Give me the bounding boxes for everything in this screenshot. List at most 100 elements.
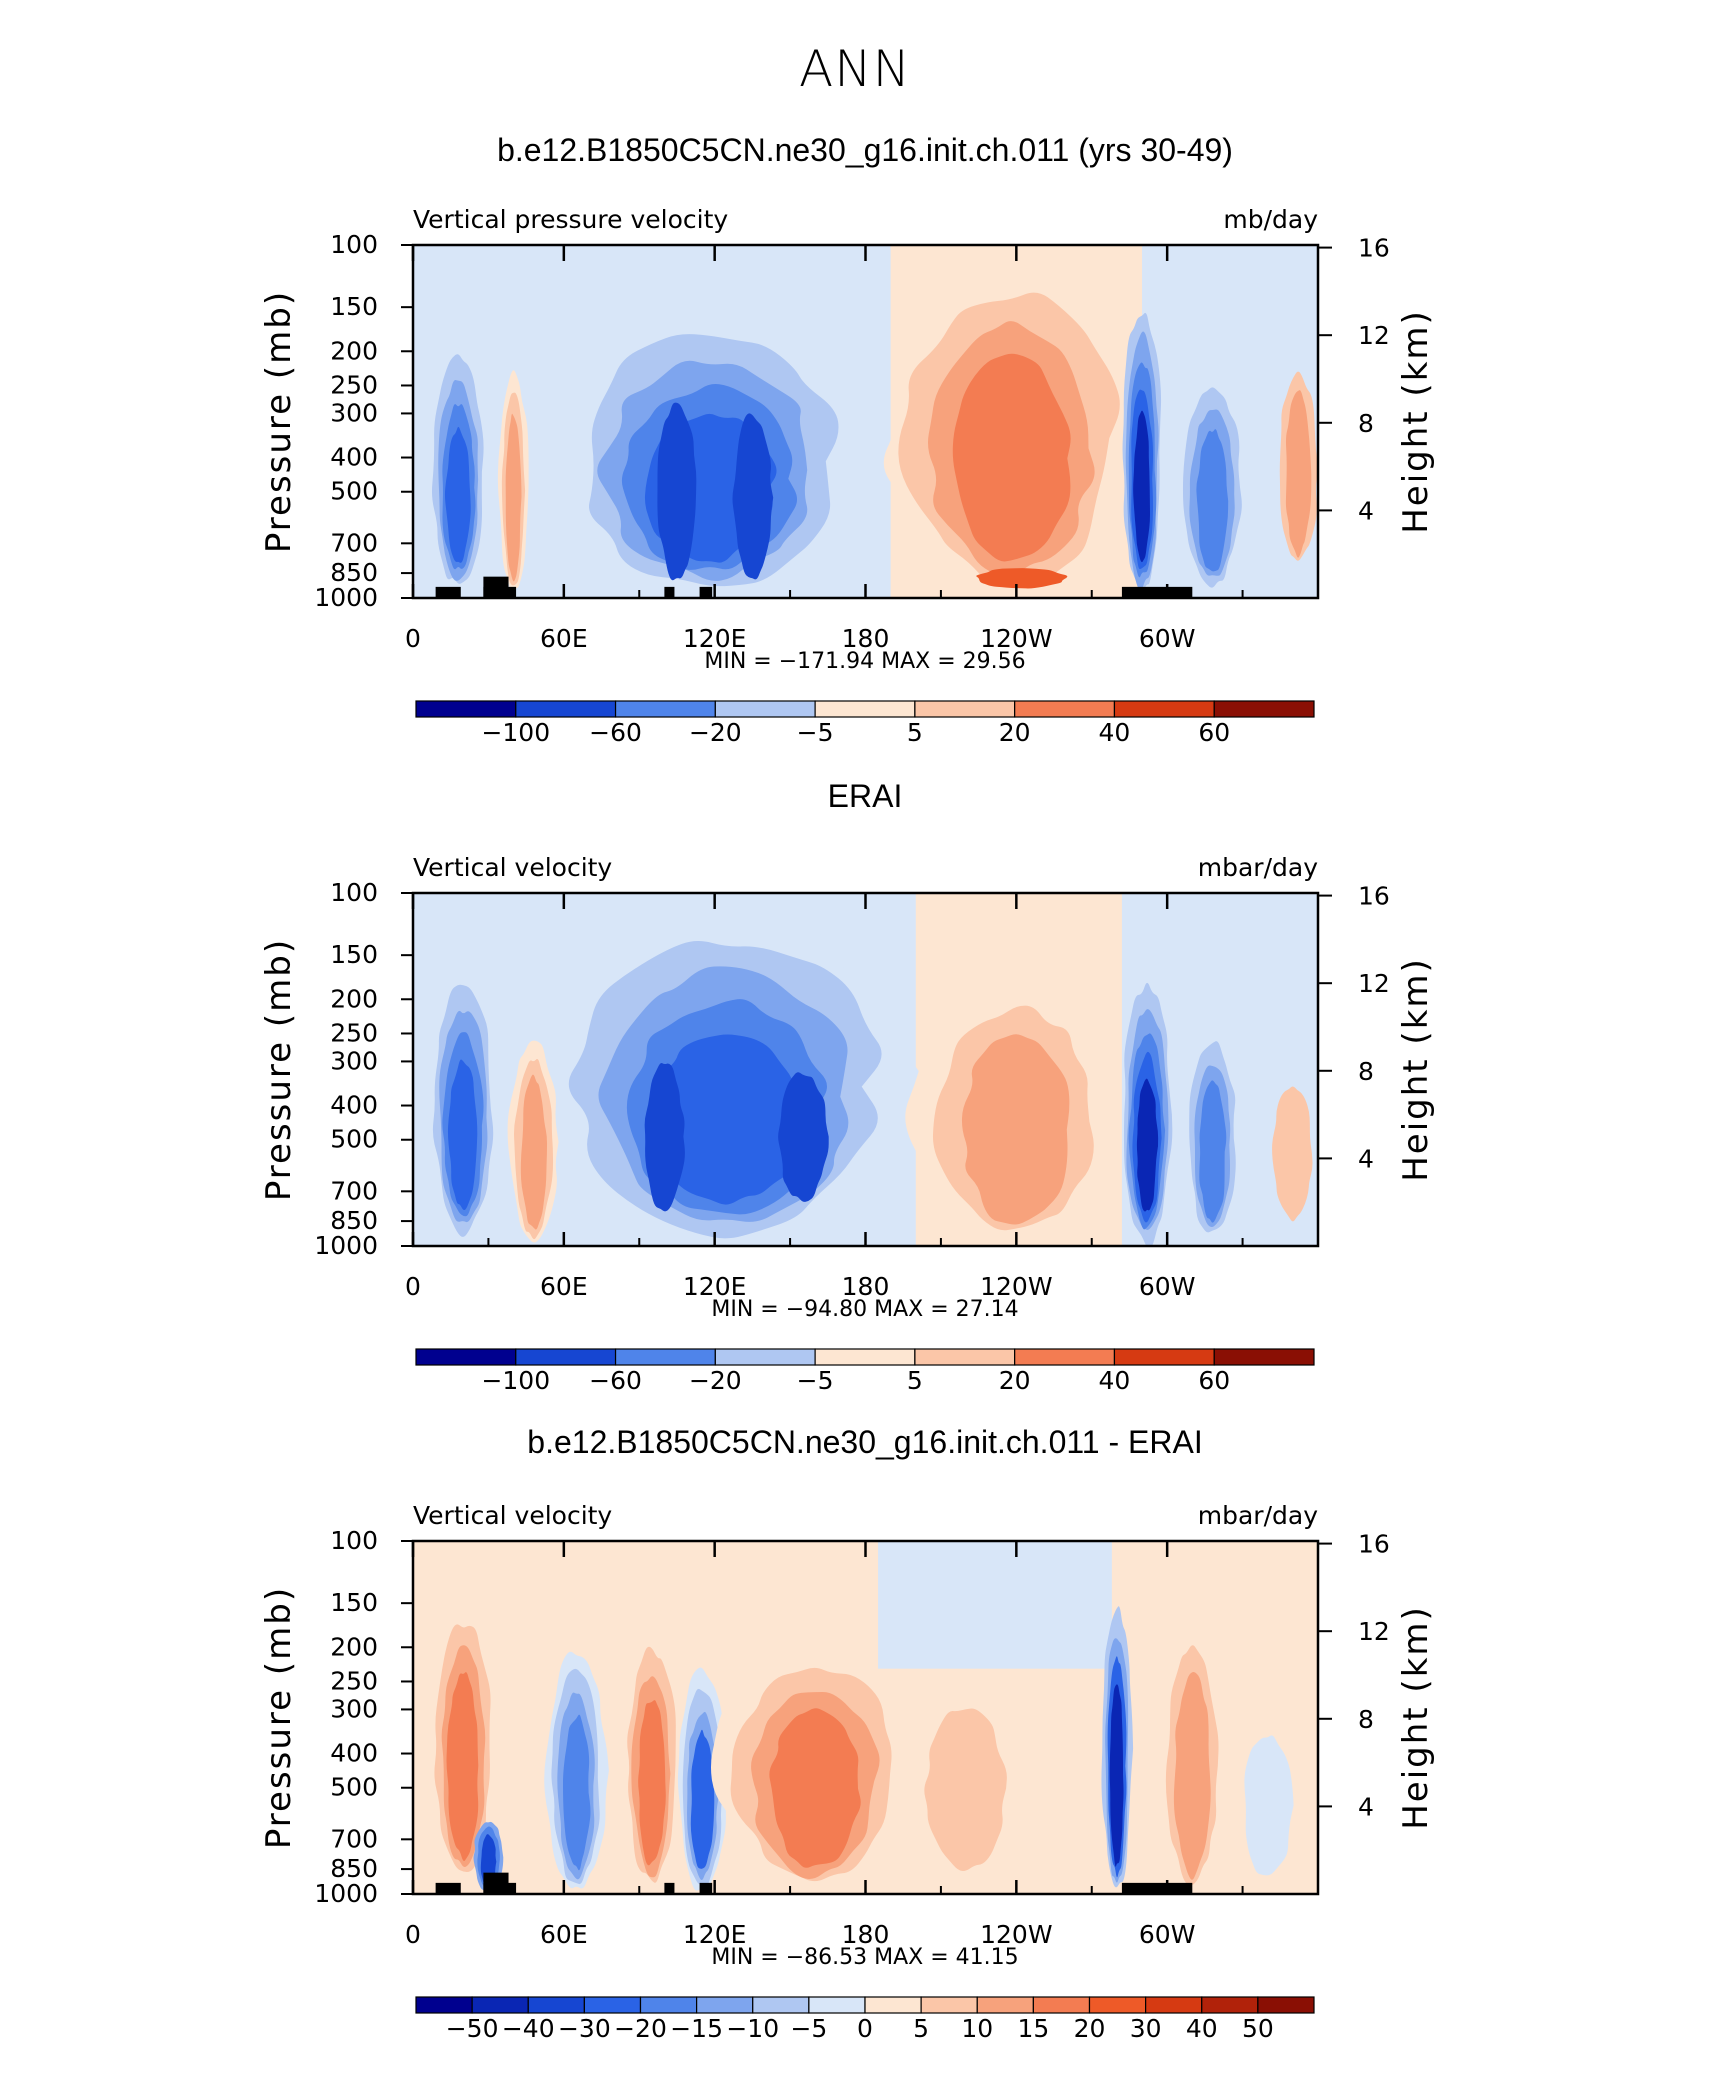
contour-region — [1173, 1672, 1211, 1880]
variable-label: Vertical pressure velocity — [413, 205, 728, 234]
panel-1: Vertical pressure velocity mb/day 100 150 20… — [259, 205, 1436, 747]
colorbar-box — [527, 1996, 585, 2014]
lon-tick-label: 120E — [683, 624, 747, 653]
lon-tick-label: 60E — [540, 624, 588, 653]
pressure-tick-label: 500 — [330, 1125, 378, 1154]
colorbar-label: 40 — [1099, 1366, 1131, 1395]
contour-region — [562, 1714, 591, 1871]
pressure-tick-label: 400 — [330, 443, 378, 472]
y2-axis-label: Height (km) — [1396, 957, 1436, 1182]
colorbar-label: 60 — [1198, 718, 1230, 747]
contour-region — [1285, 390, 1312, 558]
band — [878, 1541, 1112, 1669]
panel-2-title: ERAI — [827, 778, 903, 814]
contour-region — [1272, 1086, 1313, 1222]
colorbar-box — [1213, 700, 1315, 718]
y2-axis-label: Height (km) — [1396, 309, 1436, 534]
colorbar-box — [814, 700, 916, 718]
colorbar-box — [864, 1996, 922, 2014]
pressure-tick-label: 200 — [330, 1632, 378, 1661]
variable-label: Vertical velocity — [413, 1501, 612, 1530]
topography-mask — [664, 586, 675, 598]
contour-field — [427, 245, 1318, 598]
y2-axis-label: Height (km) — [1396, 1605, 1436, 1830]
panel-1-title: b.e12.B1850C5CN.ne30_g16.init.ch.011 (yr… — [497, 132, 1233, 168]
colorbar-label: −30 — [558, 2014, 611, 2043]
panel-3-title: b.e12.B1850C5CN.ne30_g16.init.ch.011 - E… — [527, 1424, 1203, 1460]
lon-tick-label: 60W — [1139, 1920, 1196, 1949]
colorbar-label: 5 — [913, 2014, 929, 2043]
lon-tick-label: 60W — [1139, 624, 1196, 653]
pressure-tick-label: 500 — [330, 477, 378, 506]
units-label: mb/day — [1223, 205, 1318, 234]
colorbar-box — [696, 1996, 754, 2014]
colorbar-label: −50 — [446, 2014, 499, 2043]
lon-tick-label: 120W — [980, 624, 1052, 653]
pressure-tick-label: 150 — [330, 940, 378, 969]
lon-tick-label: 120W — [980, 1920, 1052, 1949]
height-tick-label: 12 — [1358, 969, 1390, 998]
pressure-tick-label: 1000 — [314, 1231, 378, 1260]
colorbar-label: −60 — [589, 718, 642, 747]
pressure-tick-label: 300 — [330, 1046, 378, 1075]
height-tick-label: 8 — [1358, 1705, 1374, 1734]
field-background — [413, 245, 1318, 598]
pressure-tick-label: 700 — [330, 1176, 378, 1205]
figure-title: ANN — [798, 40, 911, 98]
contour-field — [428, 1541, 1294, 1894]
pressure-tick-label: 700 — [330, 1824, 378, 1853]
contour-region — [1136, 1078, 1159, 1212]
pressure-tick-label: 300 — [330, 398, 378, 427]
height-tick-label: 12 — [1358, 1617, 1390, 1646]
colorbar-label: −20 — [689, 1366, 742, 1395]
units-label: mbar/day — [1198, 853, 1318, 882]
pressure-tick-label: 1000 — [314, 1879, 378, 1908]
pressure-tick-label: 250 — [330, 370, 378, 399]
lon-tick-label: 180 — [842, 624, 890, 653]
colorbar-label: 20 — [999, 1366, 1031, 1395]
colorbar-label: 20 — [999, 718, 1031, 747]
height-tick-label: 12 — [1358, 321, 1390, 350]
contour-region — [520, 1074, 548, 1230]
colorbar-box — [1032, 1996, 1091, 2014]
lon-tick-label: 120E — [683, 1272, 747, 1301]
colorbar-box — [714, 1348, 816, 1366]
colorbar-label: 5 — [907, 718, 923, 747]
lon-tick-label: 120E — [683, 1920, 747, 1949]
contour-region — [1244, 1735, 1294, 1876]
contour-region — [644, 1062, 685, 1212]
pressure-tick-label: 300 — [330, 1694, 378, 1723]
pressure-tick-label: 150 — [330, 1588, 378, 1617]
colorbar-box — [1257, 1996, 1315, 2014]
colorbar-box — [614, 700, 716, 718]
lon-tick-label: 180 — [842, 1272, 890, 1301]
lon-tick-label: 60E — [540, 1272, 588, 1301]
height-tick-label: 16 — [1358, 234, 1390, 263]
height-tick-label: 16 — [1358, 1530, 1390, 1559]
colorbar-box — [415, 1996, 473, 2014]
lon-tick-label: 120W — [980, 1272, 1052, 1301]
pressure-tick-label: 850 — [330, 558, 378, 587]
colorbar-label: 50 — [1242, 2014, 1274, 2043]
colorbar-label: −5 — [797, 1366, 834, 1395]
colorbar-box — [583, 1996, 642, 2014]
topography-mask — [699, 586, 713, 598]
units-label: mbar/day — [1198, 1501, 1318, 1530]
pressure-tick-label: 200 — [330, 984, 378, 1013]
contour-region — [505, 413, 522, 582]
pressure-tick-label: 850 — [330, 1854, 378, 1883]
panel-3: Vertical velocity mbar/day100150200250300… — [259, 1501, 1436, 2043]
contour-region — [444, 426, 471, 563]
colorbar-label: 30 — [1130, 2014, 1162, 2043]
colorbar-box — [614, 1348, 716, 1366]
topography-mask — [435, 1882, 461, 1894]
colorbar-box — [752, 1996, 810, 2014]
contour-region — [976, 568, 1068, 589]
colorbar-label: 20 — [1074, 2014, 1106, 2043]
contour-region — [1133, 410, 1151, 563]
topography-mask — [699, 1882, 713, 1894]
contour-region — [778, 1072, 829, 1202]
height-tick-label: 8 — [1358, 409, 1374, 438]
height-tick-label: 16 — [1358, 882, 1390, 911]
colorbar-label: −20 — [689, 718, 742, 747]
